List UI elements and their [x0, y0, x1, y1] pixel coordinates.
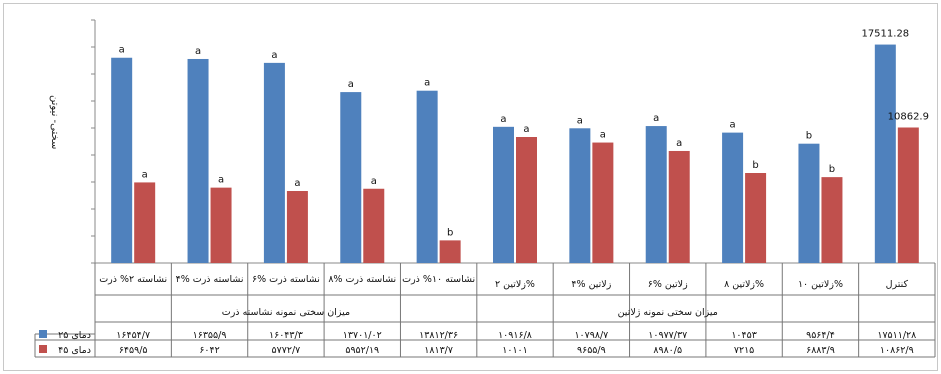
table-cell: ۱۰۱۰۱	[502, 345, 528, 356]
chart-frame	[3, 3, 938, 371]
table-cell: ۱۰۸۶۲/۹	[880, 345, 914, 356]
significance-letter: a	[218, 175, 224, 186]
data-label: 17511.28	[861, 29, 909, 40]
legend-label: دمای ۴۵	[58, 345, 91, 356]
legend-swatch	[39, 330, 47, 338]
significance-letter: a	[142, 169, 148, 180]
table-cell: ۵۷۷۲/۷	[272, 345, 301, 356]
group-label: میزان سختی نمونه ژلاتین	[618, 307, 718, 318]
bar	[668, 150, 690, 263]
category-label: زلاتین ۲%	[495, 279, 535, 290]
table-cell: ۷۲۱۵	[734, 345, 754, 356]
category-label: ۸% نشاسته ذرت	[328, 274, 396, 285]
table-cell: ۹۵۶۴/۴	[806, 330, 835, 341]
bar	[516, 137, 537, 263]
bar	[439, 240, 461, 263]
table-cell: ۹۶۵۵/۹	[577, 345, 606, 356]
significance-letter: a	[730, 120, 736, 131]
significance-letter: a	[371, 176, 377, 187]
table-cell: ۱۸۱۳/۷	[424, 345, 453, 356]
table-cell: ۱۶۰۴۳/۳	[269, 330, 303, 341]
bar	[745, 173, 767, 263]
category-label: زلاتین ۸%	[724, 279, 764, 290]
table-cell: ۶۸۸۳/۹	[806, 345, 835, 356]
category-label: نشاسته ۲% ذرت	[99, 274, 167, 285]
bar	[340, 92, 362, 263]
significance-letter: b	[806, 131, 812, 142]
category-label: نشاسته ۱۰% ذرت	[402, 274, 475, 285]
bar	[111, 57, 133, 263]
significance-letter: a	[500, 114, 506, 125]
bar	[493, 126, 514, 263]
category-label: ۴% زلاتین	[571, 279, 611, 290]
category-label: ۶% نشاسته ذرت	[252, 274, 320, 285]
data-label: 10862.9	[888, 111, 929, 122]
table-cell: ۱۰۷۹۸/۷	[574, 330, 608, 341]
bar	[897, 127, 919, 263]
bar	[722, 132, 744, 263]
group-label: میزان سختی نمونه نشاسته ذرت	[222, 307, 350, 318]
table-cell: ۱۷۵۱۱/۲۸	[877, 330, 916, 341]
bar	[874, 44, 896, 263]
table-cell: ۱۳۷۰۱/۰۲	[343, 330, 382, 341]
significance-letter: a	[600, 130, 606, 141]
table-cell: ۱۶۳۵۵/۹	[193, 330, 227, 341]
table-cell: ۶۴۵۹/۵	[119, 345, 148, 356]
table-cell: ۵۹۵۲/۱۹	[345, 345, 379, 356]
table-cell: ۱۰۹۱۶/۸	[498, 330, 532, 341]
significance-letter: a	[119, 45, 125, 56]
table-cell: ۱۰۹۷۷/۳۷	[648, 330, 687, 341]
significance-letter: b	[752, 160, 758, 171]
significance-letter: a	[523, 124, 529, 135]
bar	[798, 143, 820, 263]
table-cell: ۱۰۴۵۳	[731, 330, 757, 341]
significance-letter: a	[676, 138, 682, 149]
significance-letter: a	[271, 50, 277, 61]
significance-letter: a	[653, 113, 659, 124]
bar	[821, 177, 843, 263]
bar	[416, 90, 438, 263]
bar	[286, 190, 308, 263]
table-cell: ۸۹۸۰/۵	[653, 345, 682, 356]
bar	[187, 58, 209, 264]
significance-letter: a	[424, 78, 430, 89]
bar	[263, 62, 285, 263]
category-label: کنترل	[886, 279, 909, 290]
y-axis-label: سختی- نیوتن	[49, 95, 60, 150]
table-cell: ۶۰۴۲	[199, 345, 219, 356]
category-label: ۴% نشاسته ذرت	[176, 274, 244, 285]
significance-letter: b	[447, 227, 453, 238]
significance-letter: a	[195, 46, 201, 57]
bar	[592, 142, 614, 263]
category-label: زلاتین ۱۰%	[798, 279, 843, 290]
significance-letter: a	[577, 115, 583, 126]
bar	[645, 126, 667, 263]
legend-label: دمای ۲۵	[58, 330, 91, 341]
bar	[363, 188, 385, 263]
legend-swatch	[39, 345, 47, 353]
category-label: ۶% زلاتین	[648, 279, 688, 290]
table-cell: ۱۶۴۵۴/۷	[116, 330, 150, 341]
significance-letter: a	[348, 79, 354, 90]
table-cell: ۱۳۸۱۲/۳۶	[419, 330, 458, 341]
bar	[134, 182, 156, 263]
significance-letter: b	[829, 164, 835, 175]
bar	[210, 187, 232, 263]
bar	[569, 128, 591, 263]
significance-letter: a	[294, 178, 300, 189]
